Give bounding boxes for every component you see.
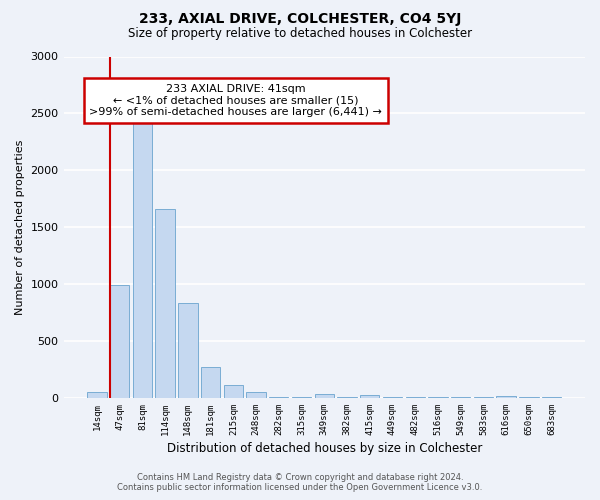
Bar	[314, 394, 334, 398]
Text: 233, AXIAL DRIVE, COLCHESTER, CO4 5YJ: 233, AXIAL DRIVE, COLCHESTER, CO4 5YJ	[139, 12, 461, 26]
Text: Contains HM Land Registry data © Crown copyright and database right 2024.
Contai: Contains HM Land Registry data © Crown c…	[118, 473, 482, 492]
Bar	[224, 385, 243, 398]
Bar	[110, 286, 130, 398]
Text: 233 AXIAL DRIVE: 41sqm
← <1% of detached houses are smaller (15)
>99% of semi-de: 233 AXIAL DRIVE: 41sqm ← <1% of detached…	[89, 84, 382, 117]
X-axis label: Distribution of detached houses by size in Colchester: Distribution of detached houses by size …	[167, 442, 482, 455]
Bar	[247, 392, 266, 398]
Bar	[87, 392, 107, 398]
Bar	[360, 394, 379, 398]
Text: Size of property relative to detached houses in Colchester: Size of property relative to detached ho…	[128, 28, 472, 40]
Y-axis label: Number of detached properties: Number of detached properties	[15, 140, 25, 315]
Bar	[155, 209, 175, 398]
Bar	[496, 396, 516, 398]
Bar	[133, 118, 152, 398]
Bar	[201, 367, 220, 398]
Bar	[178, 304, 197, 398]
